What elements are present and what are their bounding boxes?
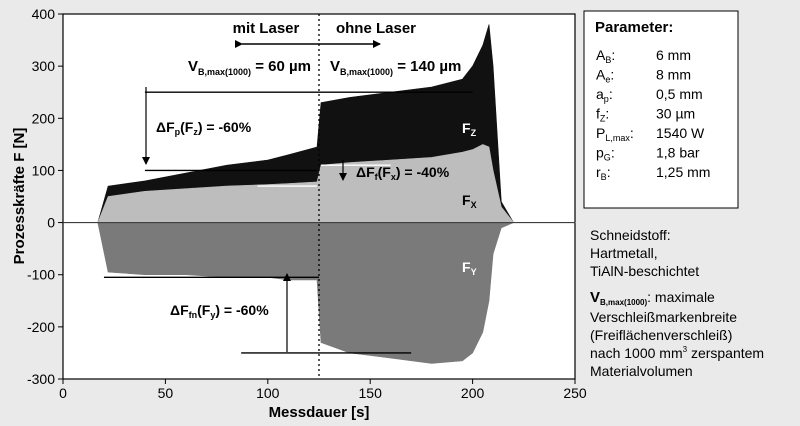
- param-symbol: PL,max:: [596, 125, 634, 143]
- parameter-box: [583, 10, 739, 209]
- y-tick-label: 200: [32, 110, 56, 126]
- note-coating: TiAlN-beschichtet: [590, 263, 699, 279]
- param-value: 1,25 mm: [656, 164, 710, 180]
- x-tick-label: 100: [256, 385, 280, 401]
- y-tick-label: 0: [47, 215, 55, 231]
- x-tick-label: 250: [563, 385, 587, 401]
- x-axis-label: Messdauer [s]: [269, 404, 370, 421]
- mit-laser-label: mit Laser: [233, 20, 300, 37]
- delta-fp-label: ΔFp(Fz) = -60%: [156, 119, 252, 137]
- note-schneidstoff: Schneidstoff:: [590, 227, 671, 243]
- y-tick-label: 300: [32, 58, 56, 74]
- param-value: 6 mm: [656, 47, 691, 63]
- y-tick-label: 400: [32, 6, 56, 22]
- note-vb: VB,max(1000): maximale: [590, 289, 715, 307]
- param-value: 8 mm: [656, 67, 691, 83]
- y-tick-label: -100: [27, 267, 55, 283]
- x-tick-label: 150: [359, 385, 383, 401]
- axis-ticks: 0 50 100 150 200 250 -300 -200 -100 0 100 200 300 400: [27, 6, 587, 401]
- delta-ff-label: ΔFf(Fx) = -40%: [356, 164, 450, 182]
- note-hartmetall: Hartmetall,: [590, 245, 658, 261]
- x-tick-label: 200: [461, 385, 485, 401]
- param-symbol: rB:: [596, 164, 611, 182]
- param-value: 1,8 bar: [656, 145, 700, 161]
- x-tick-label: 0: [59, 385, 67, 401]
- param-symbol: ap:: [596, 86, 613, 104]
- parameter-title: Parameter:: [595, 19, 673, 36]
- note-material: Materialvolumen: [590, 363, 693, 379]
- param-value: 30 µm: [656, 106, 695, 122]
- note-verschleiss: Verschleißmarkenbreite: [590, 309, 737, 325]
- param-value: 0,5 mm: [656, 86, 703, 102]
- y-axis-label: Prozesskräfte F [N]: [11, 128, 28, 265]
- parameter-rows: AB: 6 mm Ae: 8 mm ap: 0,5 mm fZ: 30 µm PL,max: 15…: [596, 47, 710, 182]
- fx-label: FX: [462, 192, 477, 210]
- fz-label: FZ: [462, 120, 477, 138]
- x-tick-label: 50: [158, 385, 174, 401]
- param-symbol: Ae:: [596, 67, 614, 85]
- param-value: 1540 W: [656, 125, 705, 141]
- note-volume: nach 1000 mm3 zerspantem: [590, 345, 764, 361]
- param-symbol: AB:: [596, 47, 615, 65]
- y-tick-label: 100: [32, 162, 56, 178]
- series-fx-area: [62, 144, 576, 223]
- y-tick-label: -200: [27, 319, 55, 335]
- param-symbol: fZ:: [596, 106, 609, 124]
- fy-label: FY: [462, 259, 477, 277]
- series-fy-area: [62, 222, 576, 364]
- notes: Schneidstoff: Hartmetall, TiAlN-beschich…: [590, 227, 764, 379]
- series-layer: [62, 24, 576, 364]
- note-freiflaeche: (Freiflächenverschleiß): [590, 327, 732, 343]
- ohne-laser-label: ohne Laser: [336, 20, 416, 37]
- vb-right-label: VB,max(1000) = 140 µm: [330, 58, 461, 77]
- y-tick-label: -300: [27, 371, 55, 387]
- delta-ffn-label: ΔFfn(Fy) = -60%: [170, 302, 269, 320]
- param-symbol: pG:: [596, 145, 615, 163]
- vb-left-label: VB,max(1000) = 60 µm: [188, 58, 311, 77]
